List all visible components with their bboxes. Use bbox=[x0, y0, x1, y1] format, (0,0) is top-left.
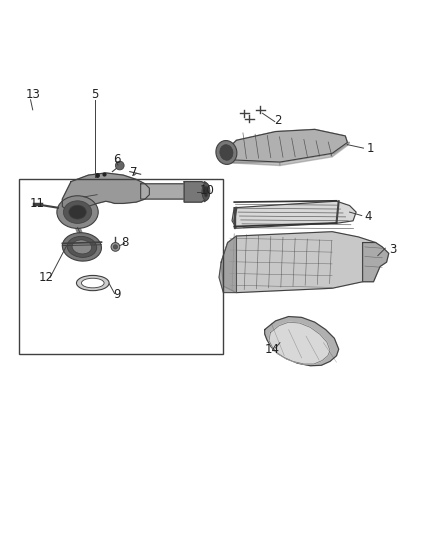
Polygon shape bbox=[223, 154, 234, 163]
Ellipse shape bbox=[81, 278, 104, 288]
Text: 14: 14 bbox=[265, 343, 280, 356]
Ellipse shape bbox=[77, 276, 109, 290]
Ellipse shape bbox=[202, 183, 210, 200]
Text: 8: 8 bbox=[122, 236, 129, 249]
Polygon shape bbox=[62, 173, 149, 210]
Text: 5: 5 bbox=[91, 88, 99, 101]
Text: 2: 2 bbox=[274, 114, 282, 127]
Polygon shape bbox=[265, 317, 339, 366]
Text: 7: 7 bbox=[131, 166, 138, 180]
Ellipse shape bbox=[67, 237, 97, 257]
Polygon shape bbox=[223, 140, 237, 163]
Circle shape bbox=[116, 161, 124, 170]
Text: 9: 9 bbox=[113, 288, 120, 301]
Ellipse shape bbox=[57, 196, 98, 229]
Polygon shape bbox=[232, 160, 282, 163]
Polygon shape bbox=[280, 154, 334, 162]
Polygon shape bbox=[184, 182, 206, 202]
Ellipse shape bbox=[204, 186, 208, 197]
Bar bbox=[19, 180, 223, 353]
Polygon shape bbox=[315, 130, 347, 157]
Polygon shape bbox=[332, 142, 350, 154]
Text: 13: 13 bbox=[25, 88, 40, 101]
Polygon shape bbox=[363, 243, 389, 282]
Polygon shape bbox=[232, 132, 280, 166]
Polygon shape bbox=[232, 201, 356, 228]
Polygon shape bbox=[223, 130, 347, 162]
Polygon shape bbox=[141, 184, 188, 199]
Ellipse shape bbox=[64, 201, 92, 223]
Ellipse shape bbox=[62, 233, 102, 261]
Ellipse shape bbox=[69, 205, 86, 219]
Polygon shape bbox=[269, 322, 330, 364]
Polygon shape bbox=[345, 136, 350, 146]
Polygon shape bbox=[219, 236, 237, 293]
Text: 12: 12 bbox=[39, 271, 53, 284]
Text: 1: 1 bbox=[367, 142, 374, 156]
Text: 11: 11 bbox=[30, 197, 45, 210]
Text: 4: 4 bbox=[365, 210, 372, 223]
Ellipse shape bbox=[216, 141, 237, 164]
Polygon shape bbox=[276, 130, 332, 166]
Text: 6: 6 bbox=[113, 154, 120, 166]
Ellipse shape bbox=[72, 240, 92, 254]
Text: 3: 3 bbox=[389, 243, 396, 256]
Ellipse shape bbox=[220, 144, 233, 160]
Polygon shape bbox=[221, 232, 380, 293]
Circle shape bbox=[111, 243, 120, 251]
Text: 10: 10 bbox=[199, 184, 214, 197]
Circle shape bbox=[113, 245, 117, 249]
